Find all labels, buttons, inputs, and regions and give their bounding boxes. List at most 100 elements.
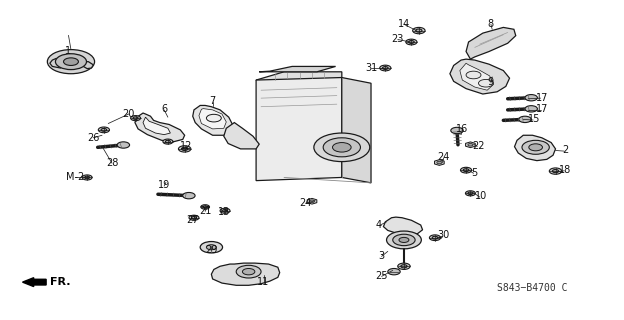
Text: S843−B4700 C: S843−B4700 C — [497, 283, 568, 292]
Polygon shape — [307, 198, 317, 204]
Circle shape — [201, 205, 210, 209]
Text: 3: 3 — [379, 251, 384, 261]
Circle shape — [310, 200, 314, 203]
Circle shape — [461, 167, 472, 173]
Circle shape — [468, 143, 473, 146]
Circle shape — [101, 128, 107, 131]
Circle shape — [314, 133, 370, 162]
Circle shape — [82, 175, 92, 180]
Text: 7: 7 — [210, 96, 216, 106]
Circle shape — [99, 127, 109, 133]
Circle shape — [207, 245, 217, 250]
Polygon shape — [84, 62, 94, 69]
Circle shape — [56, 54, 87, 69]
Text: 1: 1 — [66, 45, 72, 56]
Circle shape — [463, 169, 469, 172]
Circle shape — [133, 117, 138, 119]
Circle shape — [437, 161, 442, 164]
Circle shape — [525, 106, 537, 112]
Circle shape — [223, 210, 228, 212]
Text: 8: 8 — [488, 19, 494, 28]
Circle shape — [333, 142, 351, 152]
Text: 14: 14 — [398, 19, 410, 28]
Polygon shape — [460, 63, 494, 90]
Text: 31: 31 — [365, 63, 377, 73]
Circle shape — [429, 235, 441, 241]
Polygon shape — [342, 77, 371, 183]
Polygon shape — [383, 217, 422, 235]
Polygon shape — [256, 72, 342, 83]
Circle shape — [432, 236, 438, 239]
Text: 2: 2 — [562, 146, 568, 156]
Text: 15: 15 — [528, 114, 540, 124]
Polygon shape — [143, 117, 170, 135]
Polygon shape — [50, 59, 64, 68]
Circle shape — [451, 127, 463, 134]
Circle shape — [466, 71, 481, 79]
Circle shape — [416, 29, 422, 32]
Polygon shape — [434, 160, 444, 165]
Circle shape — [525, 94, 537, 101]
Text: M-2: M-2 — [66, 172, 84, 182]
Text: 23: 23 — [391, 34, 404, 44]
Circle shape — [64, 58, 79, 66]
Polygon shape — [212, 263, 280, 285]
Text: 20: 20 — [122, 109, 135, 119]
Circle shape — [200, 242, 223, 253]
Text: 22: 22 — [472, 141, 485, 151]
Circle shape — [412, 28, 425, 34]
Text: 12: 12 — [180, 141, 193, 151]
Text: 27: 27 — [187, 215, 199, 225]
Circle shape — [242, 268, 255, 275]
Circle shape — [189, 215, 199, 220]
Circle shape — [380, 65, 391, 71]
Circle shape — [236, 265, 261, 278]
Text: 25: 25 — [375, 271, 388, 281]
Circle shape — [392, 234, 415, 246]
FancyArrow shape — [22, 278, 46, 287]
Circle shape — [552, 170, 558, 173]
Circle shape — [207, 114, 222, 122]
Circle shape — [182, 147, 188, 150]
Circle shape — [85, 176, 90, 179]
Text: 17: 17 — [535, 93, 548, 103]
Polygon shape — [450, 59, 510, 94]
Polygon shape — [466, 142, 475, 148]
Text: 30: 30 — [437, 230, 450, 241]
Polygon shape — [256, 77, 342, 180]
Text: 28: 28 — [106, 158, 118, 168]
Text: 17: 17 — [535, 104, 548, 114]
Text: 24: 24 — [437, 152, 450, 163]
Polygon shape — [193, 105, 233, 135]
Circle shape — [466, 191, 475, 196]
Circle shape — [183, 192, 195, 199]
Text: 26: 26 — [87, 133, 99, 143]
Circle shape — [163, 139, 173, 144]
Circle shape — [549, 168, 562, 174]
Text: FR.: FR. — [50, 277, 71, 287]
Circle shape — [529, 144, 542, 151]
Polygon shape — [515, 135, 555, 161]
Polygon shape — [135, 113, 185, 142]
Circle shape — [397, 263, 410, 269]
Circle shape — [401, 265, 407, 268]
Polygon shape — [259, 67, 336, 72]
Circle shape — [522, 140, 549, 154]
Text: 10: 10 — [475, 191, 487, 202]
Text: 24: 24 — [300, 198, 312, 208]
Circle shape — [383, 67, 388, 69]
Circle shape — [130, 116, 140, 121]
Text: 16: 16 — [456, 124, 469, 134]
Circle shape — [406, 39, 417, 45]
Text: 21: 21 — [199, 206, 212, 216]
Circle shape — [409, 41, 414, 44]
Text: 5: 5 — [472, 168, 478, 178]
Polygon shape — [224, 123, 259, 149]
Circle shape — [117, 142, 130, 148]
Text: 19: 19 — [158, 180, 170, 190]
Text: 11: 11 — [258, 277, 270, 287]
Text: 4: 4 — [376, 220, 382, 230]
Circle shape — [388, 268, 400, 275]
Circle shape — [323, 138, 361, 157]
Text: 6: 6 — [161, 104, 167, 114]
